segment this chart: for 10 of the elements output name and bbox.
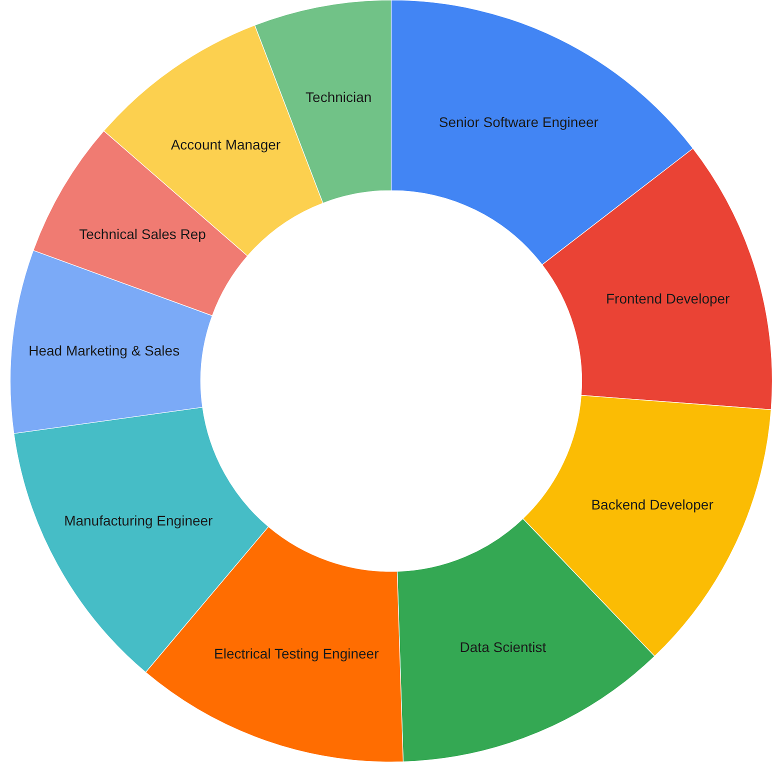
- slice-label: Technical Sales Rep: [79, 226, 206, 242]
- slice-label: Frontend Developer: [606, 290, 730, 306]
- slice-label: Electrical Testing Engineer: [214, 646, 380, 662]
- slice-label: Head Marketing & Sales: [28, 342, 180, 358]
- slice-label: Backend Developer: [591, 496, 714, 512]
- slice-label: Account Manager: [170, 136, 281, 152]
- slice-label: Technician: [306, 89, 372, 106]
- slice-label: Manufacturing Engineer: [64, 512, 214, 529]
- slice-label: Senior Software Engineer: [438, 114, 599, 130]
- slice-label: Data Scientist: [460, 639, 546, 656]
